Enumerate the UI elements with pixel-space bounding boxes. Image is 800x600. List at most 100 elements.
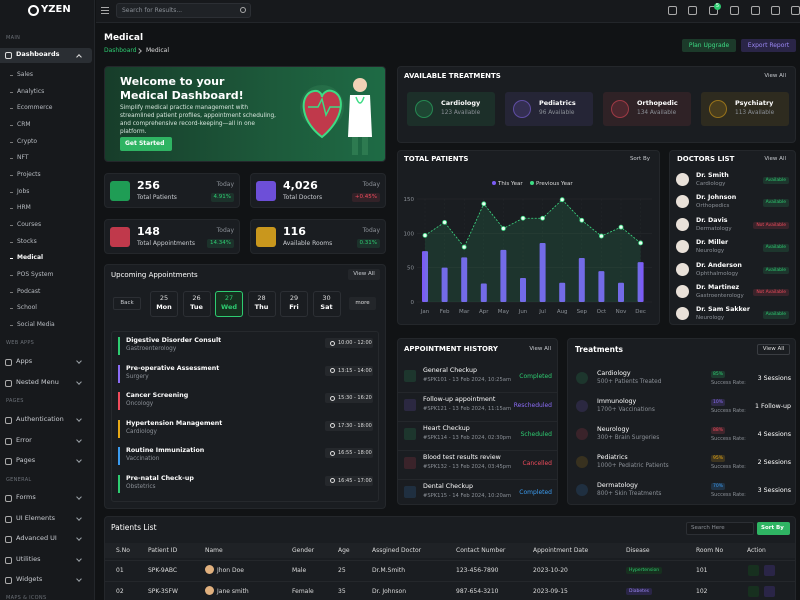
- action-button[interactable]: [764, 586, 775, 597]
- menu-toggle[interactable]: [101, 7, 109, 8]
- x-tick-label: Jan: [420, 309, 430, 315]
- table-cell: SPK-3SFW: [148, 588, 178, 595]
- treatment-sub: 300+ Brain Surgeries: [597, 435, 660, 441]
- welcome-title: Welcome to your Medical Dashboard!: [120, 75, 244, 102]
- topbar-icon[interactable]: [709, 6, 718, 15]
- topbar-icon[interactable]: [751, 6, 760, 15]
- button[interactable]: Sort By: [757, 522, 790, 535]
- bullet: [10, 175, 13, 177]
- sidebar-subitem: CRM: [17, 121, 31, 128]
- treatment-name: Neurology: [597, 426, 630, 433]
- date-button[interactable]: [247, 291, 276, 317]
- appointment-time: 10:00 - 12:00: [338, 340, 372, 346]
- button[interactable]: Back: [113, 297, 141, 310]
- point: [579, 217, 585, 223]
- appointment-dept: Gastroenterology: [126, 346, 177, 352]
- table-cell: 02: [116, 588, 124, 595]
- sidebar-section: WEB APPS: [6, 340, 35, 346]
- table-cell: Jhon Doe: [217, 567, 244, 574]
- sidebar-subitem: Social Media: [17, 321, 55, 329]
- date-day: Tue: [190, 303, 203, 311]
- search-box[interactable]: [116, 3, 251, 18]
- table-cell: 35: [338, 588, 346, 595]
- table-cell: SPK-9ABC: [148, 567, 178, 574]
- bullet: [10, 75, 13, 76]
- topbar-icon[interactable]: [791, 6, 800, 15]
- button[interactable]: Get Started: [120, 137, 172, 151]
- button[interactable]: View All: [348, 269, 380, 280]
- bullet: [10, 191, 13, 193]
- success-rate: 70%: [711, 483, 726, 491]
- action-button[interactable]: [748, 586, 759, 597]
- menu-toggle[interactable]: [101, 13, 109, 14]
- button[interactable]: View All: [757, 344, 790, 355]
- table-cell: 25: [338, 567, 346, 574]
- appointment-time: 16:55 - 18:00: [338, 450, 372, 456]
- date-number: 29: [289, 294, 299, 302]
- success-rate-label: Success Rate:: [711, 436, 746, 442]
- date-button[interactable]: [215, 291, 243, 317]
- appointment-bar: [118, 337, 120, 355]
- topbar-icon[interactable]: [688, 6, 697, 15]
- action-button[interactable]: [748, 565, 759, 576]
- sidebar-item: Error: [16, 435, 32, 444]
- button[interactable]: more: [349, 297, 376, 310]
- bar: [480, 283, 487, 302]
- welcome-illustration: [300, 78, 372, 155]
- date-button[interactable]: [280, 291, 308, 317]
- line: [424, 199, 641, 248]
- history-sub: #SPK114 - 13 Feb 2024, 02:30pm: [423, 435, 512, 441]
- history-sub: #SPK115 - 14 Feb 2024, 10:20am: [423, 493, 512, 499]
- button[interactable]: Export Report: [741, 39, 796, 52]
- date-button[interactable]: [182, 291, 211, 317]
- menu-icon: [5, 379, 12, 387]
- doctor-status: Not Available: [753, 221, 789, 230]
- doctor-specialty: Orthopedics: [696, 203, 730, 210]
- history-sub: #SPK121 - 13 Feb 2024, 11:15am: [423, 406, 512, 412]
- appointment-title: Hypertension Management: [126, 419, 223, 427]
- date-button[interactable]: [150, 291, 178, 317]
- menu-toggle[interactable]: [101, 10, 109, 11]
- button[interactable]: Plan Upgrade: [682, 39, 736, 52]
- doctor-name: Dr. Johnson: [696, 194, 737, 202]
- time-pill: [325, 393, 373, 403]
- treatment-icon: [576, 428, 588, 440]
- welcome-text: Simplify medical practice management wit…: [120, 105, 277, 136]
- appointment-title: Pre-natal Check-up: [126, 474, 194, 482]
- history-icon: [404, 370, 416, 382]
- sidebar-active: [0, 48, 92, 63]
- sidebar-section: PAGES: [6, 398, 24, 404]
- action-button[interactable]: [764, 565, 775, 576]
- date-button[interactable]: [312, 291, 341, 317]
- appointment-dept: Oncology: [126, 401, 154, 407]
- appointment-title: Cancer Screening: [126, 392, 189, 399]
- topbar-icon[interactable]: [771, 6, 780, 15]
- topbar-icon[interactable]: [668, 6, 677, 15]
- x-tick-label: Apr: [479, 309, 489, 315]
- clock-icon: [330, 368, 335, 373]
- sidebar-item: Authentication: [16, 415, 64, 423]
- stat-period: Today: [362, 227, 380, 234]
- legend-marker: [492, 181, 496, 185]
- sidebar-item: Dashboards: [16, 50, 60, 58]
- logo-icon: [28, 5, 39, 16]
- x-tick-label: Jul: [538, 309, 546, 315]
- bullet: [10, 125, 13, 126]
- search-box[interactable]: [686, 522, 754, 535]
- card-title: Upcoming Appointments: [111, 271, 198, 279]
- stat-label: Total Patients: [137, 194, 177, 201]
- doctor-specialty: Dermatology: [696, 225, 732, 232]
- doctor-name: Dr. Miller: [696, 239, 729, 247]
- topbar-icon[interactable]: [730, 6, 739, 15]
- treatment-name: Cardiology: [597, 370, 631, 377]
- history-icon: [404, 428, 416, 440]
- point: [442, 219, 447, 225]
- time-pill: [325, 420, 373, 431]
- bullet: [10, 108, 13, 110]
- bullet: [10, 208, 13, 210]
- table-cell: 101: [696, 567, 708, 574]
- history-sub: #SPK132 - 13 Feb 2024, 03:45pm: [423, 464, 512, 470]
- time-pill: [325, 475, 373, 486]
- date-number: 27: [224, 294, 234, 302]
